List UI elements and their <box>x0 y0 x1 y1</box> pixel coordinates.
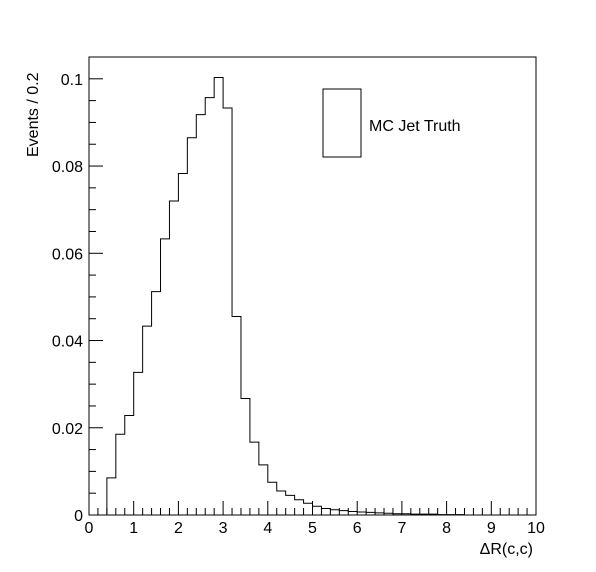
legend: MC Jet Truth <box>322 88 461 158</box>
x-tick-label: 9 <box>487 520 496 537</box>
y-tick-label: 0 <box>74 508 83 525</box>
y-axis: 0 0.02 0.04 0.06 0.08 0.1 <box>52 56 103 525</box>
y-axis-label: Events / 0.2 <box>25 72 42 157</box>
x-tick-label: 10 <box>527 520 545 537</box>
x-tick-label: 5 <box>308 520 317 537</box>
x-axis-label: ΔR(c,c) <box>480 541 533 558</box>
x-tick-label: 3 <box>219 520 228 537</box>
histogram-series-mc-jet-truth <box>89 77 536 516</box>
x-tick-label: 2 <box>174 520 183 537</box>
y-tick-label: 0.06 <box>52 246 83 263</box>
x-tick-label: 6 <box>353 520 362 537</box>
frame <box>88 56 537 516</box>
x-axis: 0 1 2 3 4 5 6 7 8 9 10 <box>85 501 545 537</box>
legend-box-mc-jet-truth <box>322 88 362 158</box>
x-tick-label: 8 <box>442 520 451 537</box>
y-tick-label: 0.1 <box>61 72 83 89</box>
x-tick-label: 7 <box>397 520 406 537</box>
y-tick-label: 0.08 <box>52 159 83 176</box>
x-tick-label: 4 <box>263 520 272 537</box>
x-tick-label: 0 <box>85 520 94 537</box>
legend-label-mc-jet-truth: MC Jet Truth <box>369 118 461 135</box>
x-tick-label: 1 <box>129 520 138 537</box>
y-tick-label: 0.04 <box>52 334 83 351</box>
y-tick-label: 0.02 <box>52 421 83 438</box>
